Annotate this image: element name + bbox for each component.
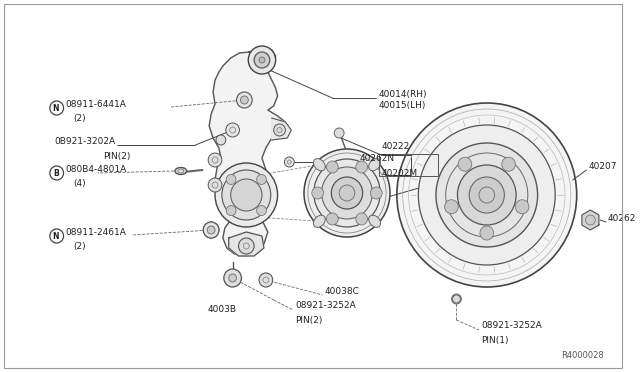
Circle shape xyxy=(224,269,241,287)
Circle shape xyxy=(254,52,270,68)
Text: 080B4-4801A: 080B4-4801A xyxy=(65,164,127,173)
Text: 40222: 40222 xyxy=(381,142,410,151)
Polygon shape xyxy=(228,232,264,256)
Text: 40262: 40262 xyxy=(608,214,636,222)
Circle shape xyxy=(469,177,504,213)
Circle shape xyxy=(371,187,382,199)
Ellipse shape xyxy=(314,215,325,227)
Circle shape xyxy=(458,165,516,225)
Circle shape xyxy=(241,96,248,104)
Text: 0B921-3202A: 0B921-3202A xyxy=(54,137,115,145)
Circle shape xyxy=(207,226,215,234)
Circle shape xyxy=(50,229,63,243)
Circle shape xyxy=(222,170,271,220)
Text: (4): (4) xyxy=(74,179,86,188)
Circle shape xyxy=(326,161,338,173)
Circle shape xyxy=(356,161,367,173)
Circle shape xyxy=(515,200,529,214)
Text: 08911-2461A: 08911-2461A xyxy=(65,228,126,237)
Text: 40202M: 40202M xyxy=(381,169,417,178)
Circle shape xyxy=(226,123,239,137)
Circle shape xyxy=(259,273,273,287)
Polygon shape xyxy=(209,48,287,256)
Circle shape xyxy=(502,157,515,171)
Text: N: N xyxy=(52,231,59,241)
Text: PIN(2): PIN(2) xyxy=(295,316,323,325)
Text: 4003B: 4003B xyxy=(207,305,236,314)
Circle shape xyxy=(248,46,276,74)
Text: B: B xyxy=(53,169,59,177)
Circle shape xyxy=(208,178,222,192)
Text: 40038C: 40038C xyxy=(324,286,360,295)
Circle shape xyxy=(204,222,219,238)
Circle shape xyxy=(452,295,460,303)
Ellipse shape xyxy=(314,158,325,171)
Circle shape xyxy=(239,238,254,254)
Circle shape xyxy=(334,128,344,138)
Circle shape xyxy=(356,213,367,225)
Circle shape xyxy=(452,294,461,304)
Circle shape xyxy=(284,157,294,167)
Ellipse shape xyxy=(369,158,381,171)
Text: PIN(1): PIN(1) xyxy=(481,336,508,345)
Text: 40015(LH): 40015(LH) xyxy=(378,100,426,109)
Circle shape xyxy=(332,177,363,209)
Circle shape xyxy=(230,179,262,211)
Circle shape xyxy=(274,124,285,136)
Text: (2): (2) xyxy=(74,114,86,123)
Text: 08911-6441A: 08911-6441A xyxy=(65,99,126,109)
Circle shape xyxy=(312,187,324,199)
Circle shape xyxy=(50,166,63,180)
Text: 08921-3252A: 08921-3252A xyxy=(295,301,356,311)
Circle shape xyxy=(339,185,355,201)
Circle shape xyxy=(257,174,266,185)
Text: N: N xyxy=(52,103,59,112)
Circle shape xyxy=(237,92,252,108)
Circle shape xyxy=(326,213,338,225)
Circle shape xyxy=(226,206,236,215)
Circle shape xyxy=(397,103,577,287)
Text: PIN(2): PIN(2) xyxy=(102,152,130,161)
Circle shape xyxy=(50,101,63,115)
Circle shape xyxy=(419,125,555,265)
Circle shape xyxy=(304,149,390,237)
Polygon shape xyxy=(582,210,599,230)
Circle shape xyxy=(216,135,226,145)
Circle shape xyxy=(208,153,222,167)
Circle shape xyxy=(228,274,237,282)
Text: R4000028: R4000028 xyxy=(561,351,604,360)
Text: 40014(RH): 40014(RH) xyxy=(378,90,427,99)
Circle shape xyxy=(226,174,236,185)
Circle shape xyxy=(204,222,219,238)
Circle shape xyxy=(314,159,380,227)
Text: (2): (2) xyxy=(74,242,86,251)
Ellipse shape xyxy=(369,215,381,227)
Circle shape xyxy=(458,157,472,171)
Circle shape xyxy=(257,206,266,215)
Circle shape xyxy=(259,57,265,63)
Ellipse shape xyxy=(175,167,187,174)
Circle shape xyxy=(480,226,493,240)
Circle shape xyxy=(436,143,538,247)
Circle shape xyxy=(586,215,595,225)
Polygon shape xyxy=(272,118,291,140)
Text: 40207: 40207 xyxy=(588,161,617,170)
Circle shape xyxy=(215,163,278,227)
Text: 40262N: 40262N xyxy=(360,154,395,163)
Circle shape xyxy=(445,200,458,214)
Circle shape xyxy=(321,167,372,219)
Text: 08921-3252A: 08921-3252A xyxy=(481,321,541,330)
